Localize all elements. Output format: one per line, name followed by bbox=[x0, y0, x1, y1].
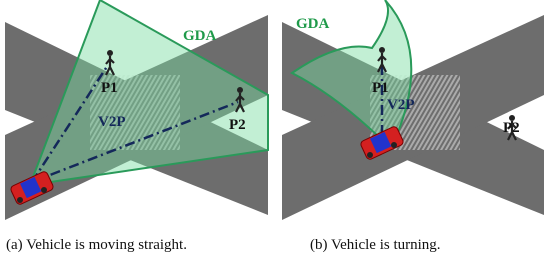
v2p-label: V2P bbox=[98, 114, 126, 130]
p1-label: P1 bbox=[372, 80, 389, 96]
caption: (a) Vehicle is moving straight. bbox=[6, 237, 187, 253]
figure: GDA P1 P2 V2P (a) Vehicle is moving stra… bbox=[0, 0, 544, 262]
gda-label: GDA bbox=[296, 16, 330, 32]
caption: (b) Vehicle is turning. bbox=[310, 237, 441, 253]
gda-label: GDA bbox=[183, 28, 217, 44]
p2-label: P2 bbox=[503, 120, 520, 136]
panel-a: GDA P1 P2 V2P (a) Vehicle is moving stra… bbox=[5, 0, 268, 253]
page: GDA P1 P2 V2P (a) Vehicle is moving stra… bbox=[0, 0, 544, 262]
p1-label: P1 bbox=[101, 80, 118, 96]
p2-label: P2 bbox=[229, 117, 246, 133]
v2p-label: V2P bbox=[387, 97, 415, 113]
panel-b: GDA P1 P2 V2P (b) Vehicle is turning. bbox=[282, 0, 544, 253]
